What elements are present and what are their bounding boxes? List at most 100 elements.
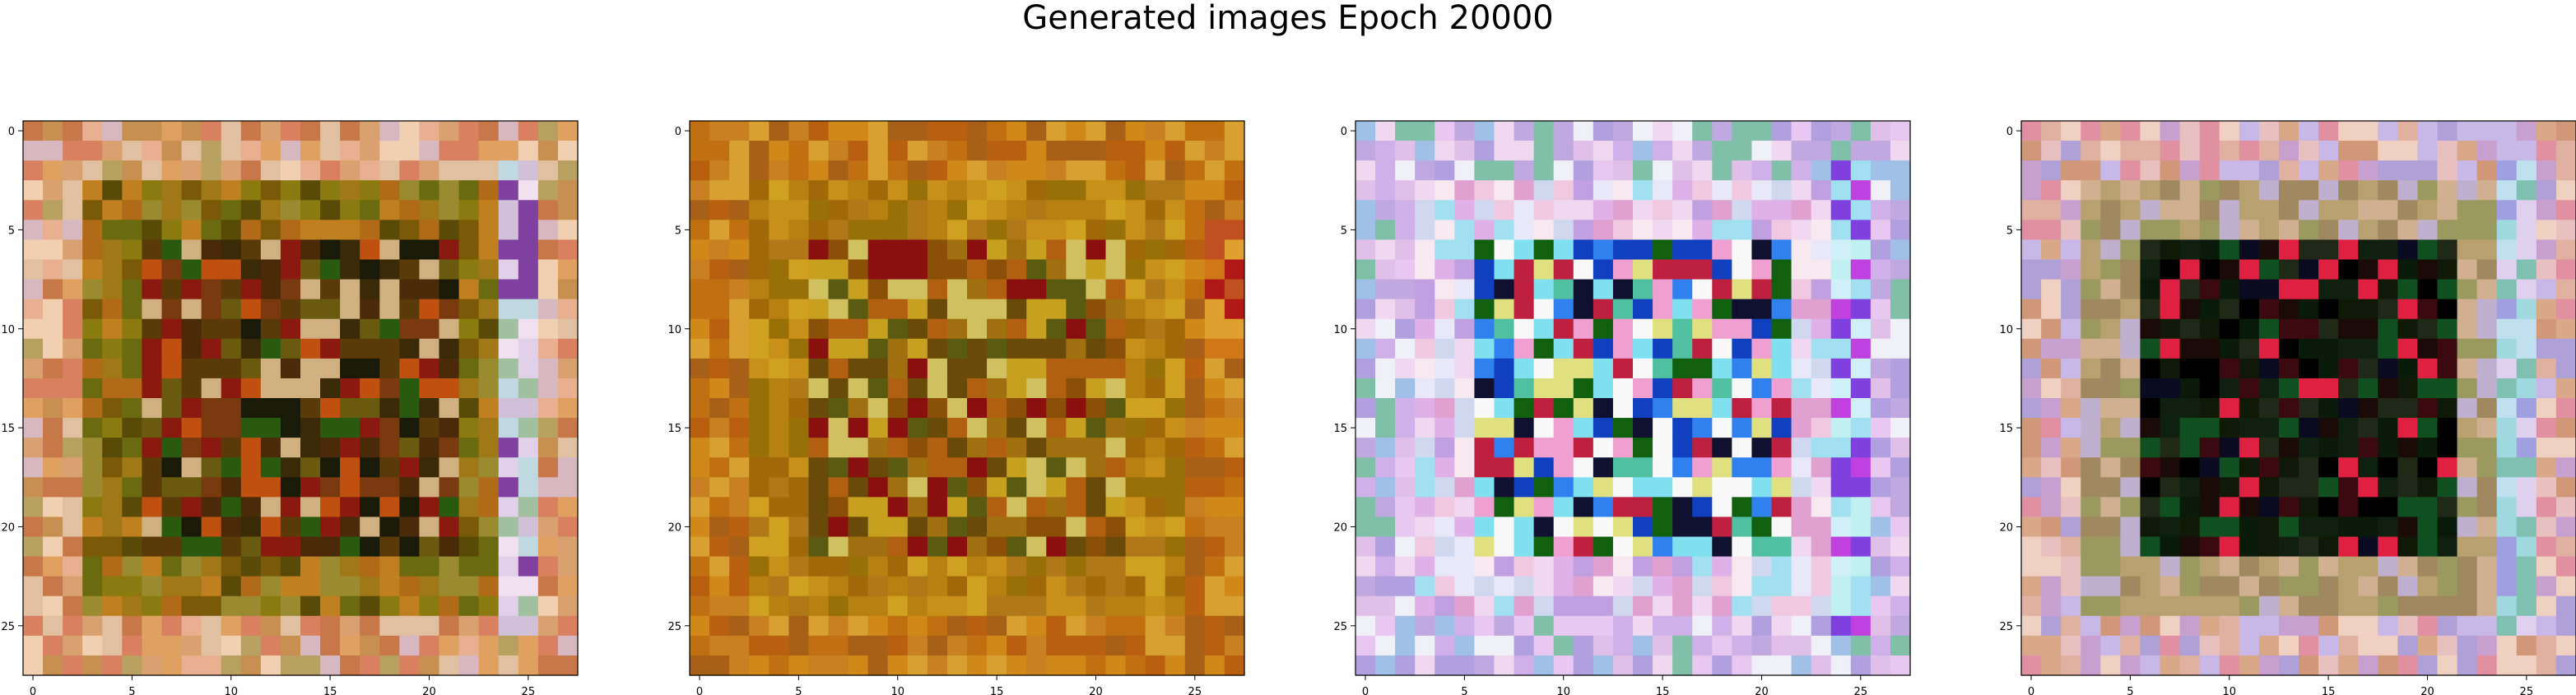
pixel-cell <box>23 358 44 379</box>
pixel-cell <box>419 556 440 577</box>
pixel-cell <box>1105 457 1127 478</box>
pixel-cell <box>2378 635 2398 656</box>
pixel-cell <box>1165 318 1186 340</box>
pixel-cell <box>1086 378 1107 399</box>
pixel-cell <box>498 438 519 458</box>
pixel-cell <box>2219 180 2240 201</box>
pixel-cell <box>23 497 44 518</box>
pixel-cell <box>2061 497 2081 518</box>
pixel-cell <box>2021 556 2042 577</box>
pixel-cell <box>221 635 242 656</box>
pixel-cell <box>987 200 1007 220</box>
pixel-cell <box>63 141 83 161</box>
pixel-cell <box>1066 477 1087 498</box>
pixel-cell <box>1165 239 1186 261</box>
pixel-cell <box>749 299 770 320</box>
pixel-cell <box>2496 477 2518 498</box>
pixel-cell <box>379 279 400 300</box>
pixel-cell <box>142 556 163 577</box>
pixel-cell <box>907 635 928 656</box>
pixel-cell <box>2278 358 2299 379</box>
pixel-cell <box>1184 536 1206 558</box>
pixel-cell <box>1105 418 1127 438</box>
pixel-cell <box>102 477 123 498</box>
pixel-cell <box>2516 517 2537 538</box>
pixel-cell <box>1224 418 1245 438</box>
pixel-cell <box>729 438 750 458</box>
pixel-cell <box>2437 121 2458 141</box>
pixel-cell <box>1553 121 1574 141</box>
pixel-cell <box>419 595 440 617</box>
pixel-cell <box>1046 517 1067 538</box>
pixel-cell <box>201 635 222 656</box>
pixel-cell <box>221 279 242 300</box>
pixel-cell <box>399 457 421 478</box>
pixel-cell <box>967 259 988 280</box>
pixel-cell <box>142 358 163 379</box>
pixel-cell <box>300 398 321 419</box>
pixel-cell <box>927 358 948 379</box>
pixel-cell <box>1184 655 1206 676</box>
pixel-cell <box>102 121 123 141</box>
pixel-cell <box>749 418 770 438</box>
pixel-cell <box>43 358 63 379</box>
pixel-cell <box>2516 180 2537 201</box>
pixel-cell <box>1633 160 1653 181</box>
pixel-cell <box>2496 358 2518 379</box>
pixel-cell <box>2219 497 2240 518</box>
pixel-cell <box>1514 200 1535 220</box>
pixel-cell <box>142 318 163 340</box>
pixel-cell <box>1633 220 1653 241</box>
pixel-cell <box>987 141 1007 161</box>
pixel-cell <box>161 318 183 340</box>
pixel-cell <box>557 279 579 300</box>
pixel-cell <box>260 536 281 558</box>
pixel-cell <box>221 378 242 399</box>
pixel-cell <box>340 318 360 340</box>
pixel-cell <box>1612 160 1634 181</box>
pixel-cell <box>23 160 44 181</box>
pixel-cell <box>2081 615 2101 637</box>
pixel-cell <box>729 318 750 340</box>
pixel-cell <box>1593 220 1614 241</box>
pixel-cell <box>2476 635 2498 656</box>
pixel-cell <box>439 438 460 458</box>
pixel-cell <box>2338 200 2359 220</box>
pixel-cell <box>828 141 849 161</box>
pixel-cell <box>201 121 222 141</box>
pixel-cell <box>2299 239 2319 261</box>
pixel-cell <box>1224 576 1245 597</box>
pixel-cell <box>907 517 928 538</box>
pixel-cell <box>808 517 830 538</box>
pixel-cell <box>828 457 849 478</box>
pixel-cell <box>1007 378 1027 399</box>
pixel-cell <box>1125 615 1146 637</box>
pixel-cell <box>379 358 400 379</box>
pixel-cell <box>399 239 421 261</box>
pixel-cell <box>1533 180 1555 201</box>
pixel-cell <box>749 556 770 577</box>
pixel-cell <box>2160 318 2181 340</box>
pixel-cell <box>1870 239 1891 261</box>
pixel-cell <box>142 398 163 419</box>
pixel-cell <box>379 121 400 141</box>
pixel-cell <box>399 398 421 419</box>
pixel-cell <box>142 438 163 458</box>
pixel-cell <box>1751 180 1773 201</box>
pixel-cell <box>2338 279 2359 300</box>
pixel-cell <box>2536 398 2557 419</box>
pixel-cell <box>221 517 242 538</box>
pixel-cell <box>1474 259 1495 280</box>
pixel-cell <box>1086 160 1107 181</box>
pixel-cell <box>2061 121 2081 141</box>
pixel-cell <box>1204 556 1225 577</box>
pixel-cell <box>340 220 360 241</box>
pixel-cell <box>2081 200 2101 220</box>
pixel-cell <box>927 556 948 577</box>
pixel-cell <box>2219 239 2240 261</box>
pixel-cell <box>1026 220 1047 241</box>
pixel-cell <box>967 517 988 538</box>
pixel-cell <box>1653 141 1673 161</box>
pixel-cell <box>2358 239 2378 261</box>
pixel-cell <box>2378 497 2398 518</box>
